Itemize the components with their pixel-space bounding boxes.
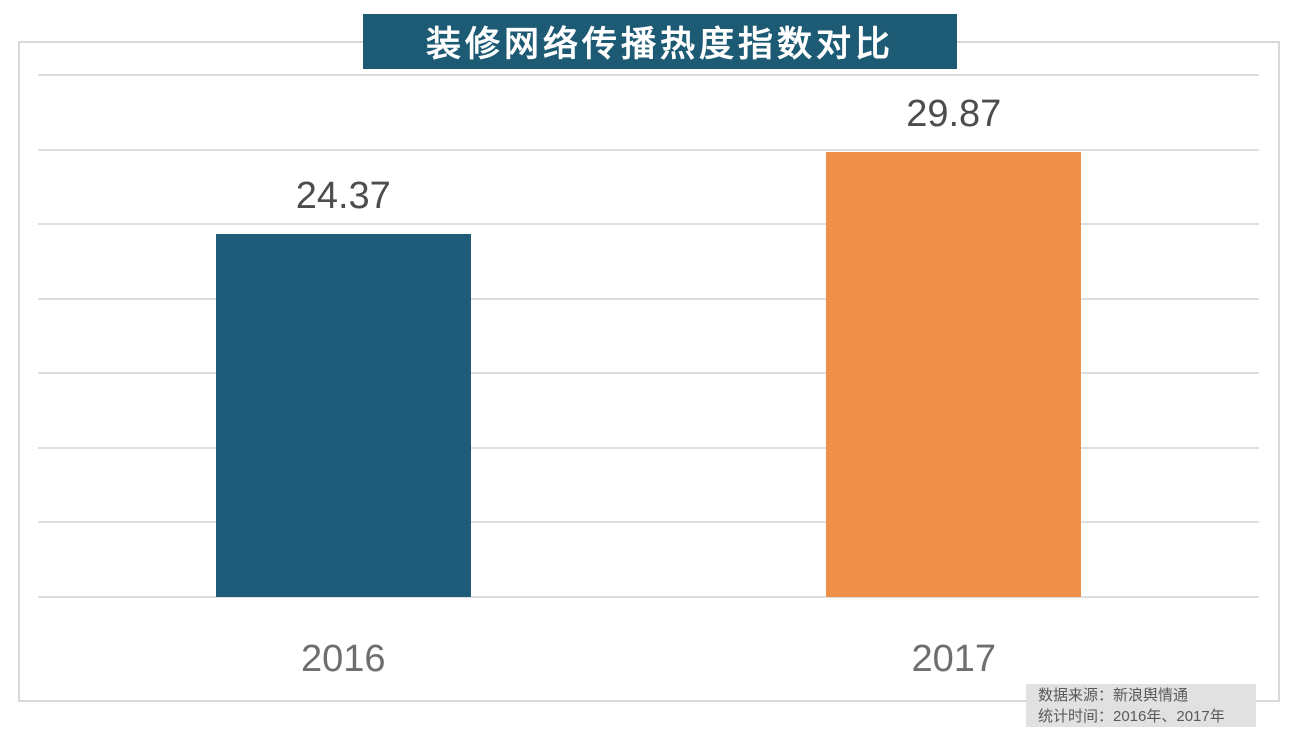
gridline [38, 372, 1259, 375]
gridline [38, 446, 1259, 449]
chart-title-banner: 装修网络传播热度指数对比 [363, 14, 957, 69]
gridline [38, 223, 1259, 226]
value-label-2016: 24.37 [295, 174, 391, 217]
bar-2016 [215, 233, 471, 597]
data-source-box: 数据来源：新浪舆情通 统计时间：2016年、2017年 [1026, 684, 1256, 727]
gridline [38, 148, 1259, 151]
gridline [38, 521, 1259, 524]
category-label-2016: 2016 [300, 638, 386, 680]
category-label-2017: 2017 [911, 638, 997, 680]
gridline [38, 596, 1259, 598]
chart-title: 装修网络传播热度指数对比 [425, 25, 894, 64]
gridline [38, 297, 1259, 300]
statistics-period-line: 统计时间：2016年、2017年 [1038, 708, 1225, 725]
bar-2017 [826, 151, 1082, 597]
gridline [38, 74, 1259, 76]
value-label-2017: 29.87 [906, 92, 1002, 135]
data-source-line: 数据来源：新浪舆情通 [1038, 687, 1189, 704]
